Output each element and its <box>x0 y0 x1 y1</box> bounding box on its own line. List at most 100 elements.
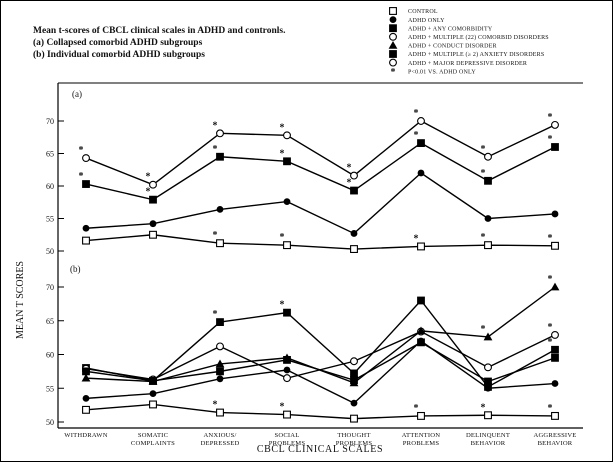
panel-1-series-5-point-7 <box>551 353 559 362</box>
panel-0-series-3-point-4 <box>350 171 358 180</box>
legend-label-2: ADHD + ANY COMORBIDITY <box>408 26 493 32</box>
panel-0-series-1-point-0 <box>82 224 90 232</box>
panel-1-series-3-point-6 <box>484 363 492 372</box>
legend-marker-7: * <box>391 67 396 78</box>
panel-0-series-2-line <box>85 142 556 201</box>
legend-label-6: ADHD + MAJOR DEPRESSIVE DISORDER <box>408 61 527 67</box>
panel-0-series-0-point-1 <box>149 230 157 239</box>
panel-1-series-3-point-2 <box>216 342 224 351</box>
figure-subtitle-b: (b) Individual comorbid ADHD subgroups <box>33 49 205 60</box>
y-tick-label: 70 <box>46 117 54 126</box>
y-tick-label: 50 <box>46 247 54 256</box>
panel-1-series-2-sig-2: * <box>213 309 218 320</box>
panel-0-series-1-point-2 <box>216 206 224 213</box>
panel-1-series-2-sig-3: * <box>280 300 285 311</box>
panel-1-series-0-sig-7: * <box>548 403 553 414</box>
legend-marker-4 <box>388 41 398 49</box>
panel-1-series-5-point-0 <box>82 367 90 376</box>
panel-0-series-3-sig-2: * <box>213 120 218 131</box>
panel-0-series-3-point-2 <box>216 129 224 138</box>
panel-1-series-2-line <box>85 299 556 388</box>
panel-0-series-1-point-1 <box>149 220 157 228</box>
panel-0-series-0-point-0 <box>82 236 90 245</box>
category-label-2: ANXIOUS/ <box>203 432 236 439</box>
panel-0-series-2-point-0 <box>82 180 90 188</box>
panel-0-series-0-point-2 <box>216 239 224 248</box>
panel-0-series-1-point-7 <box>551 210 559 218</box>
panel-0-series-0-point-3 <box>283 241 291 250</box>
panel-a-label: (a) <box>72 89 82 99</box>
panel-0-series-3-sig-6: * <box>481 144 486 155</box>
figure-title: Mean t-scores of CBCL clinical scales in… <box>33 26 285 36</box>
category-label-5: ATTENTION <box>402 432 440 439</box>
category-label-4: THOUGHT <box>337 432 370 439</box>
panel-1-series-5-point-6 <box>484 377 492 386</box>
category-label-3: SOCIAL <box>274 432 299 439</box>
y-tick-label: 65 <box>46 150 54 159</box>
panel-0-series-0-sig-3: * <box>280 232 285 243</box>
category-label-3: PROBLEMS <box>269 440 306 447</box>
legend-marker-2 <box>389 24 397 33</box>
panel-1-series-1-point-2 <box>216 375 224 383</box>
panel-1-series-3-point-3 <box>283 374 291 383</box>
legend-marker-3 <box>389 32 397 41</box>
y-tick-label: 65 <box>46 317 54 326</box>
y-tick-label: 60 <box>46 182 54 191</box>
y-axis-label: MEAN T SCORES <box>15 261 26 339</box>
panel-0-series-2-sig-1: * <box>146 187 151 198</box>
panel-0-series-3-point-3 <box>283 131 291 140</box>
legend-label-3: ADHD + MULTIPLE (22) COMORBID DISORDERS <box>408 34 549 41</box>
legend: CONTROL ADHD ONLY ADHD + ANY COMORBIDITY AD… <box>388 7 549 78</box>
panel-1-series-5-point-4 <box>350 376 358 385</box>
panel-1-series-2-point-7 <box>551 345 559 354</box>
panel-0-series-3-sig-4: * <box>347 163 352 174</box>
category-label-2: DEPRESSED <box>201 440 240 447</box>
legend-label-4: ADHD + CONDUCT DISORDER <box>408 44 497 50</box>
y-ticks: 50 55 60 65 70 50 55 60 65 70 <box>46 117 64 427</box>
panel-1-series-1-point-3 <box>283 366 291 374</box>
panel-0-series-2-point-3 <box>283 157 291 166</box>
legend-label-5: ADHD + MULTIPLE (≥ 2) ANXIETY DISORDERS <box>408 51 544 58</box>
panel-0-series-2-point-4 <box>350 186 358 195</box>
panel-1-series-0-point-4 <box>350 414 358 423</box>
legend-label-1: ADHD ONLY <box>408 18 445 24</box>
panel-0-series-0-sig-7: * <box>548 233 553 244</box>
category-label-6: BEHAVIOR <box>471 440 506 447</box>
panel-1-series-1-point-4 <box>350 399 358 407</box>
panel-0-series-1-point-4 <box>350 230 358 237</box>
panel-0-series-2-sig-7: * <box>548 134 553 145</box>
category-label-6: DELINQUENT <box>466 432 510 439</box>
panel-0-series-2-point-1 <box>149 195 157 204</box>
y-tick-label: 70 <box>46 283 54 292</box>
category-label-1: COMPLAINTS <box>131 440 175 447</box>
panel-1-series-0-point-5 <box>417 411 425 420</box>
panel-1-series-2-point-3 <box>283 308 291 317</box>
panel-0-series-1-line <box>85 172 556 235</box>
panel-1-series-0-sig-6: * <box>481 402 486 413</box>
panel-1-series-3-point-7 <box>551 330 559 339</box>
panel-0-series-2-sig-2: * <box>213 144 218 155</box>
panel-0-series-3-point-5 <box>417 117 425 125</box>
panel-1-series-5-point-2 <box>216 367 224 376</box>
figure-subtitle-a: (a) Collapsed comorbid ADHD subgroups <box>33 37 203 48</box>
panel-1-series-0-point-7 <box>551 411 559 420</box>
category-label-1: SOMATIC <box>138 432 169 439</box>
panel-1-series-0-line <box>85 403 556 420</box>
panel-1-series-5-point-3 <box>283 356 291 364</box>
legend-marker-0 <box>389 7 397 15</box>
panel-0-series-2-sig-4: * <box>347 178 352 189</box>
panel-1-series-4-point-6 <box>483 332 493 341</box>
panel-0-series-1-point-5 <box>417 169 425 177</box>
panel-1-series-4-sig-6: * <box>481 324 486 335</box>
panel-0-series-3-point-1 <box>149 180 157 189</box>
panel-0-series-2-point-5 <box>417 139 425 147</box>
y-tick-label: 55 <box>46 215 54 224</box>
panel-0-series-2-point-2 <box>216 152 224 161</box>
panel-1-series-5-point-5 <box>417 338 425 347</box>
category-label-4: PROBLEMS <box>336 440 373 447</box>
panel-b-label: (b) <box>70 264 81 274</box>
panel-0-series-3-sig-1: * <box>146 172 151 183</box>
